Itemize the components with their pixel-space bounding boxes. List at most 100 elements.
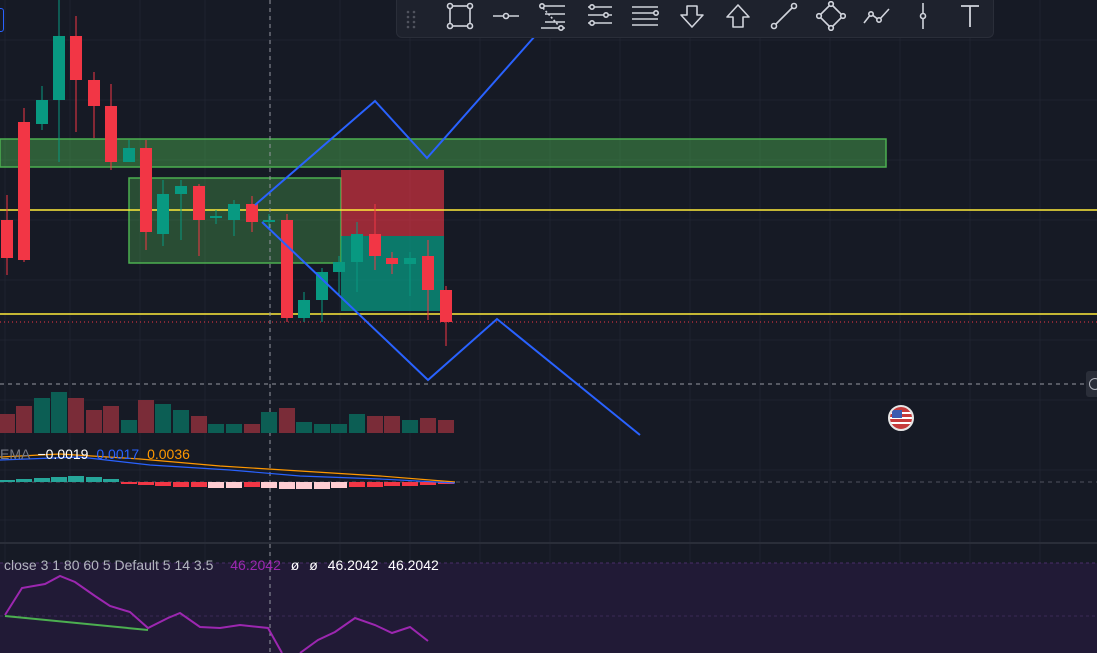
candle-body <box>157 194 169 234</box>
macd-histogram-bar <box>34 478 50 482</box>
macd-histogram-bar <box>191 482 207 487</box>
fib-retracement-tool[interactable] <box>529 1 575 37</box>
macd-value: 0.0017 <box>96 446 140 462</box>
volume-bar <box>208 424 224 433</box>
arrow-marker-up-tool[interactable] <box>715 1 761 37</box>
path-tool[interactable] <box>854 1 900 37</box>
drawing-toolbar <box>396 0 994 38</box>
candle <box>123 140 135 162</box>
rsi-pane-background <box>0 563 1097 653</box>
parallel-lines-tool[interactable] <box>622 1 668 37</box>
volume-bar <box>244 424 260 433</box>
macd-histogram-bar <box>86 477 102 482</box>
macd-histogram-bar <box>138 482 154 485</box>
macd-histogram-bar <box>0 480 15 482</box>
trend-line-tool[interactable] <box>761 1 807 37</box>
fib-retracement-icon <box>537 1 567 36</box>
volume-bar <box>173 410 189 433</box>
candle <box>193 184 205 256</box>
bearish-projection-path <box>261 221 641 436</box>
macd-histogram-bar <box>68 476 84 482</box>
candle <box>1 195 13 275</box>
candle-body <box>193 186 205 220</box>
macd-histogram-bar <box>16 479 32 482</box>
candle-body <box>386 258 398 264</box>
macd-histogram-bar <box>384 482 400 486</box>
candle-body <box>36 100 48 124</box>
candle <box>369 204 381 270</box>
vertical-line-tool[interactable] <box>900 1 946 37</box>
volume-bar <box>121 420 137 433</box>
trend-line-icon <box>769 1 799 36</box>
macd-histogram-bar <box>314 482 330 489</box>
candle-body <box>53 36 65 100</box>
candle <box>386 252 398 274</box>
volume-bar <box>331 424 347 433</box>
candle <box>88 72 100 138</box>
rectangle-icon <box>445 1 475 36</box>
fib-channel-icon <box>584 1 614 36</box>
candle <box>263 214 275 228</box>
candle-body <box>298 300 310 318</box>
rsi-value-3: 46.2042 <box>388 557 439 573</box>
horizontal-ray-tool[interactable] <box>483 1 529 37</box>
macd-histogram-bar <box>121 482 137 484</box>
polyline-tool[interactable] <box>807 0 853 37</box>
candle-body <box>123 148 135 162</box>
rsi-divergence-line <box>4 615 149 631</box>
fib-channel-tool[interactable] <box>576 1 622 37</box>
macd-histogram-bar <box>296 482 312 489</box>
rsi-line-segment <box>299 616 429 653</box>
volume-bar <box>279 408 295 433</box>
rsi-empty-1: ø <box>290 557 300 573</box>
volume-bar <box>16 406 32 433</box>
text-tool[interactable] <box>947 1 993 37</box>
rectangle-tool[interactable] <box>436 1 482 37</box>
parallel-lines-icon <box>630 1 660 36</box>
candle-body <box>422 256 434 290</box>
macd-label: EMA <box>0 446 30 462</box>
arrow-up-icon <box>723 1 753 36</box>
volume-bar <box>68 398 84 433</box>
candle <box>210 210 222 224</box>
scroll-to-realtime-button[interactable] <box>1086 371 1097 397</box>
candle-body <box>70 36 82 80</box>
volume-bar <box>86 410 102 433</box>
candle <box>157 180 169 246</box>
candle-body <box>175 186 187 194</box>
candle-body <box>88 80 100 106</box>
macd-legend: EMA −0.0019 0.0017 0.0036 <box>0 446 190 462</box>
candle <box>140 140 152 250</box>
candle-body <box>140 148 152 232</box>
candle <box>422 240 434 320</box>
candle <box>105 84 117 170</box>
candle <box>36 86 48 130</box>
drag-handle-icon[interactable] <box>403 7 418 31</box>
candle <box>440 286 452 346</box>
candlestick-series <box>1 0 452 346</box>
candle <box>281 214 293 322</box>
candle <box>70 16 82 132</box>
position-stop-zone <box>341 170 444 236</box>
clock-icon <box>1089 378 1097 390</box>
macd-histogram-bar <box>402 482 418 486</box>
rsi-legend: close 3 1 80 60 5 Default 5 14 3.5 46.20… <box>4 557 439 573</box>
rsi-empty-2: ø <box>309 557 318 573</box>
macd-histogram-value: −0.0019 <box>37 446 89 462</box>
arrow-marker-down-tool[interactable] <box>668 1 714 37</box>
volume-bar <box>51 392 67 433</box>
path-icon <box>862 1 892 36</box>
horizontal-ray-icon <box>491 1 521 36</box>
candle-body <box>440 290 452 322</box>
volume-bar <box>367 416 383 433</box>
us-flag-event-icon[interactable] <box>888 405 914 431</box>
candle-body <box>333 262 345 272</box>
volume-bar <box>349 414 365 433</box>
rsi-value-2: 46.2042 <box>327 557 379 573</box>
candle <box>246 196 258 232</box>
volume-histogram <box>0 392 454 433</box>
macd-line <box>0 456 456 484</box>
macd-histogram-bar <box>331 482 347 488</box>
